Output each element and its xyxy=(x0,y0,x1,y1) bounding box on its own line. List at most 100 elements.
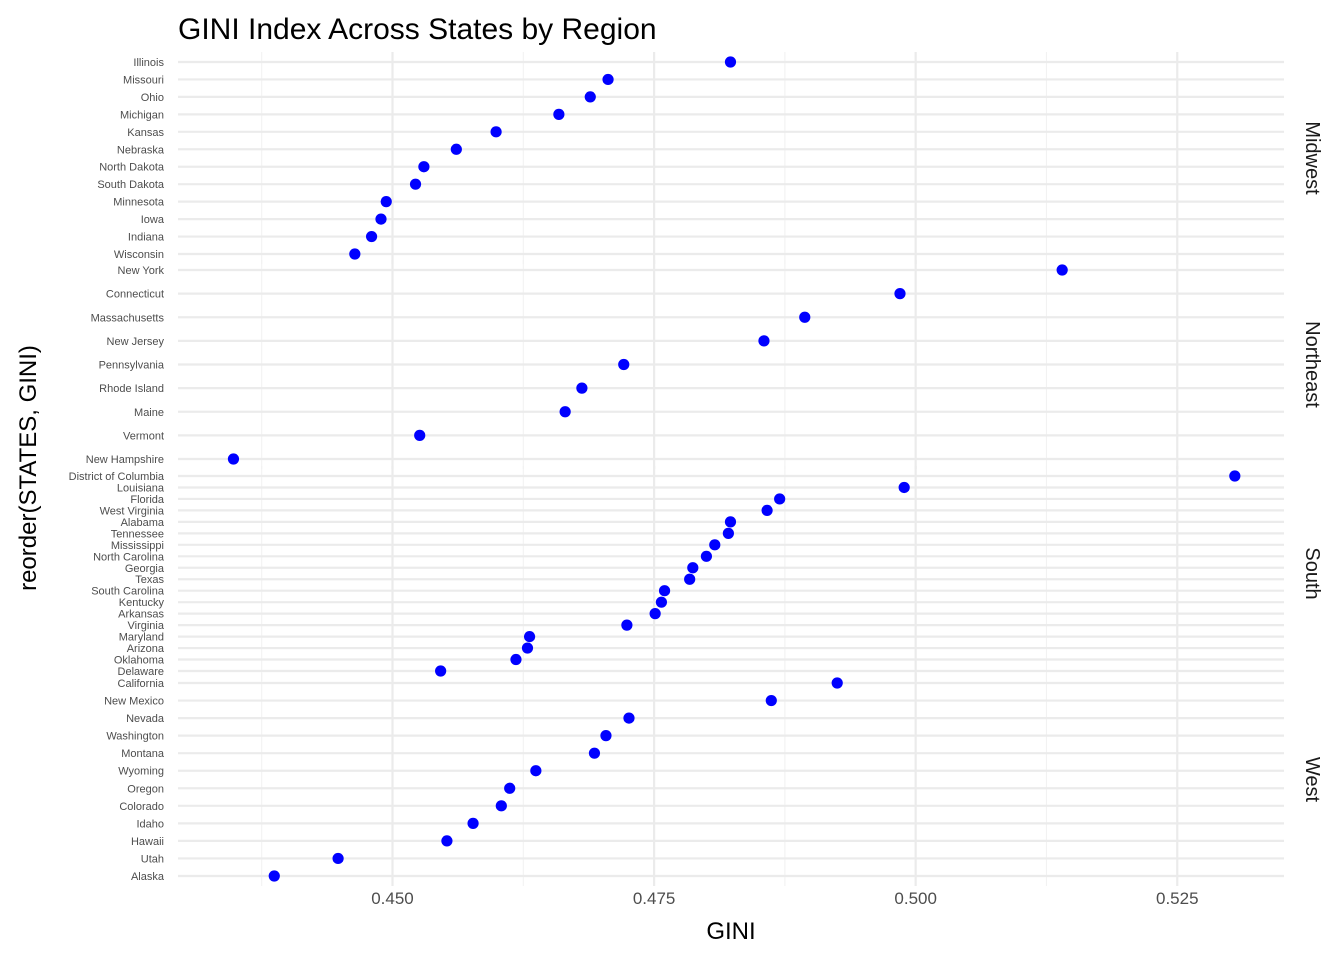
data-point xyxy=(655,596,668,608)
y-tick-label: Connecticut xyxy=(106,289,164,301)
facet-panel-midwest: Illinois Missouri Ohio Michigan Kansas Nebras… xyxy=(97,52,1323,264)
y-tick-label: Virginia xyxy=(128,620,165,632)
data-point xyxy=(414,429,426,441)
data-point xyxy=(409,178,422,190)
data-point xyxy=(521,642,534,654)
y-tick-label: Minnesota xyxy=(113,197,165,209)
data-point xyxy=(758,335,770,347)
facet-strip-label: South xyxy=(1301,547,1323,599)
data-point xyxy=(898,481,910,494)
x-tick-label: 0.450 xyxy=(371,889,414,908)
y-tick-label: Ohio xyxy=(141,92,164,104)
facet-panels: Illinois Missouri Ohio Michigan Kansas Nebras… xyxy=(69,52,1323,886)
y-tick-label: Arizona xyxy=(127,643,165,655)
data-point xyxy=(774,493,786,505)
y-tick-label: District of Columbia xyxy=(69,471,165,483)
data-point xyxy=(724,516,737,528)
data-point xyxy=(709,539,721,551)
y-tick-label: Illinois xyxy=(133,57,164,69)
data-point xyxy=(227,453,240,465)
data-point xyxy=(1229,470,1241,482)
data-point xyxy=(761,504,773,517)
data-point xyxy=(658,585,671,597)
data-point xyxy=(765,694,777,707)
data-point xyxy=(375,213,387,225)
data-point xyxy=(687,562,699,574)
y-tick-label: Missouri xyxy=(123,74,164,86)
y-tick-label: Rhode Island xyxy=(99,383,164,395)
data-point xyxy=(831,677,843,689)
data-point xyxy=(894,288,906,300)
y-tick-label: Mississippi xyxy=(111,540,164,552)
y-tick-label: New Jersey xyxy=(107,336,165,348)
data-point xyxy=(467,817,479,829)
y-tick-label: Iowa xyxy=(141,214,165,226)
data-point xyxy=(530,765,542,777)
x-tick-label: 0.525 xyxy=(1156,889,1199,908)
data-point xyxy=(649,608,661,620)
facet-panel-west: California New Mexico Nevada Washington Mont… xyxy=(104,673,1323,886)
y-tick-label: Pennsylvania xyxy=(99,360,165,372)
y-tick-label: Vermont xyxy=(123,430,164,442)
data-point xyxy=(523,630,536,643)
y-tick-label: Wisconsin xyxy=(114,249,164,261)
y-tick-label: Louisiana xyxy=(117,482,165,494)
data-point xyxy=(380,196,392,208)
data-point xyxy=(450,143,462,155)
data-point xyxy=(559,406,571,418)
y-tick-label: Hawaii xyxy=(131,836,164,848)
y-tick-label: Florida xyxy=(130,494,165,506)
data-point xyxy=(576,382,588,394)
facet-strip-label: Northeast xyxy=(1301,321,1323,408)
x-tick-label: 0.500 xyxy=(894,889,937,908)
y-axis-title: reorder(STATES, GINI) xyxy=(15,345,42,591)
chart-title: GINI Index Across States by Region xyxy=(178,13,657,46)
data-point xyxy=(600,730,612,742)
y-tick-label: Kentucky xyxy=(119,597,165,609)
y-tick-label: New Hampshire xyxy=(86,454,164,466)
y-tick-label: West Virginia xyxy=(100,505,165,517)
y-tick-label: Utah xyxy=(141,853,164,865)
y-tick-label: Alaska xyxy=(131,871,165,883)
data-point xyxy=(365,230,378,243)
y-tick-label: Montana xyxy=(121,748,165,760)
facet-panel-south: District of ColumbiaLouisianaFloridaWest… xyxy=(69,466,1323,681)
data-point xyxy=(332,852,344,865)
y-tick-label: Arkansas xyxy=(118,609,164,621)
data-point xyxy=(618,358,630,371)
data-point xyxy=(510,653,522,666)
data-point xyxy=(553,108,565,120)
data-point xyxy=(504,782,516,794)
y-tick-label: Tennessee xyxy=(111,528,164,540)
data-point xyxy=(724,56,737,68)
data-point xyxy=(435,665,447,677)
y-tick-label: Nevada xyxy=(126,713,165,725)
data-point xyxy=(1056,264,1068,276)
data-point xyxy=(722,527,734,539)
y-tick-label: Kansas xyxy=(127,127,164,139)
y-tick-label: Michigan xyxy=(120,109,164,121)
x-tick-label: 0.475 xyxy=(633,889,676,908)
facet-strip-label: West xyxy=(1301,757,1323,803)
facet-panel-northeast: New York Connecticut Massachusetts New Jers… xyxy=(86,260,1323,469)
y-tick-label: North Carolina xyxy=(93,551,165,563)
y-tick-label: Wyoming xyxy=(118,766,164,778)
y-tick-label: Washington xyxy=(106,731,164,743)
data-point xyxy=(418,161,430,173)
y-tick-label: Indiana xyxy=(128,232,165,244)
y-tick-label: Maryland xyxy=(119,632,164,644)
y-tick-label: California xyxy=(118,678,165,690)
y-tick-label: Nebraska xyxy=(117,144,165,156)
x-axis-title: GINI xyxy=(706,918,755,945)
y-tick-label: New Mexico xyxy=(104,696,164,708)
facet-strip-label: Midwest xyxy=(1301,121,1323,195)
y-tick-label: Oklahoma xyxy=(114,655,165,667)
data-point xyxy=(621,619,633,631)
data-point xyxy=(799,311,811,323)
data-point xyxy=(584,91,596,103)
data-point xyxy=(490,126,502,138)
data-point xyxy=(623,712,635,724)
y-tick-label: South Dakota xyxy=(97,179,165,191)
